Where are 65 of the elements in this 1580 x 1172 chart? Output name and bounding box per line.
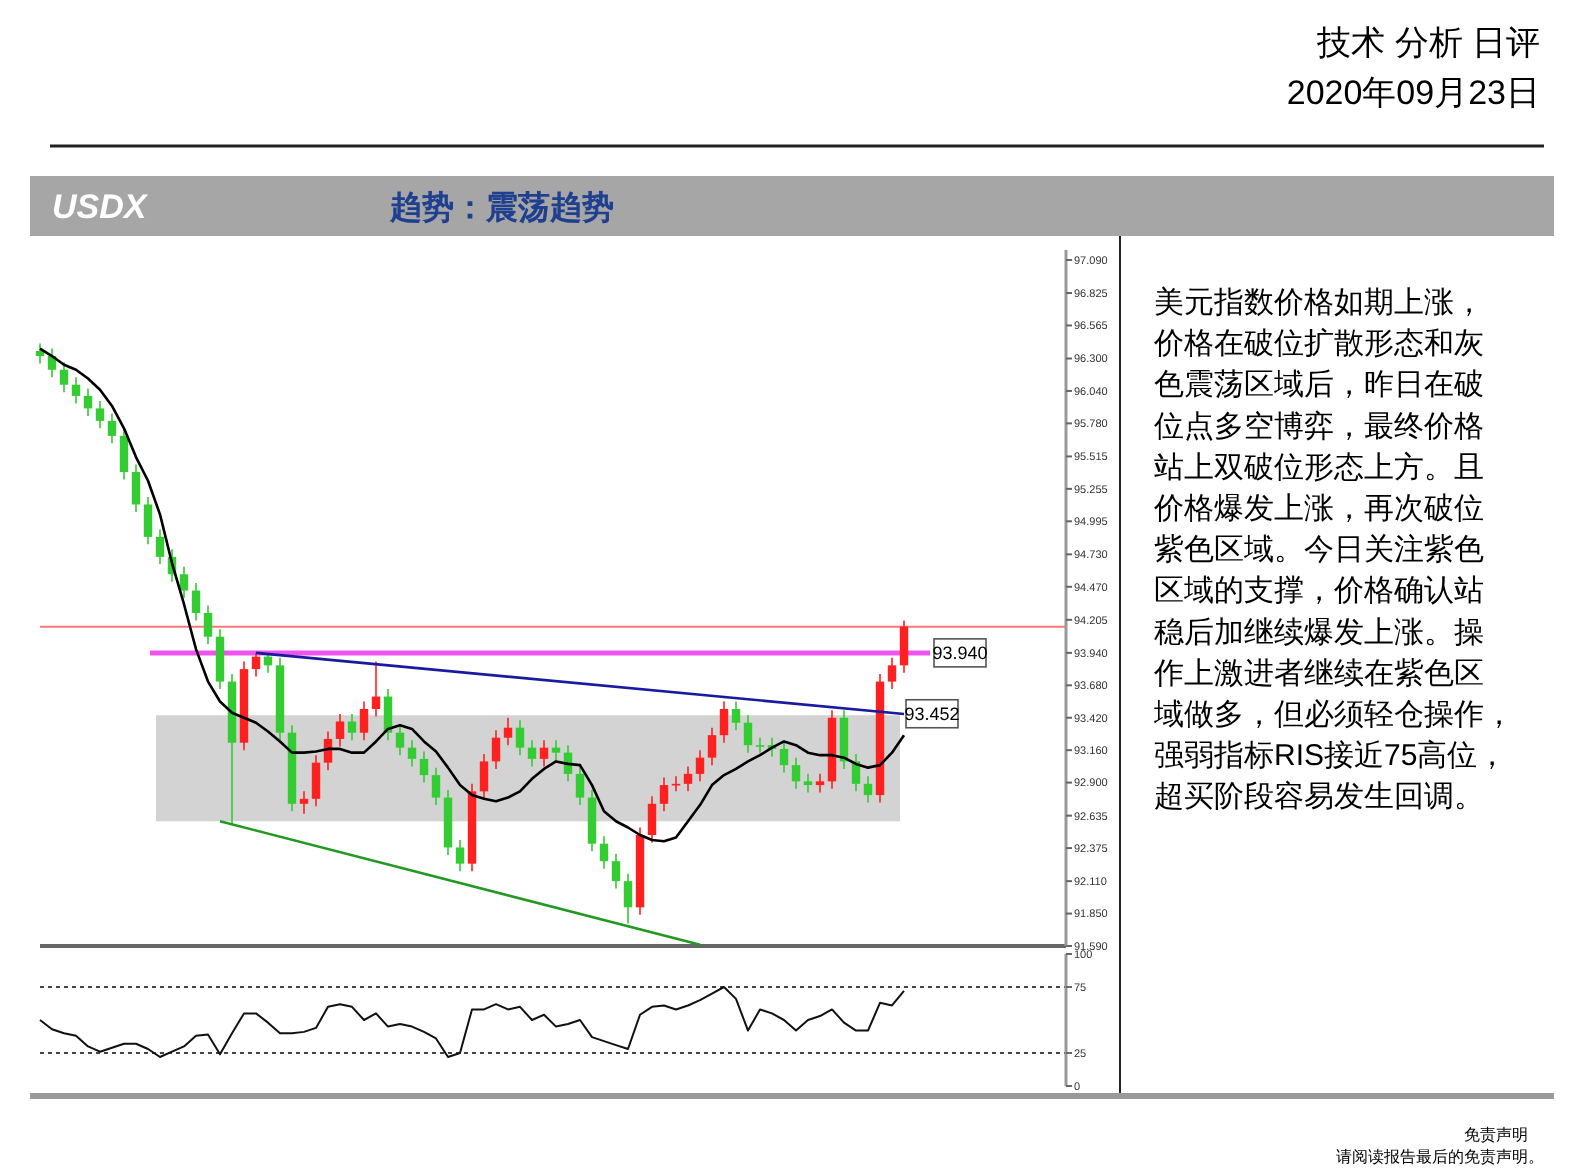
candlestick	[143, 496, 153, 546]
candlestick	[815, 773, 825, 794]
candlestick	[599, 835, 609, 870]
candlestick	[395, 724, 405, 756]
candlestick	[659, 776, 669, 813]
candlestick	[755, 736, 765, 754]
candlestick	[71, 376, 81, 405]
chart-subtitle: 趋势：震荡趋势	[388, 190, 614, 226]
candlestick	[107, 412, 117, 445]
candlestick	[731, 700, 741, 732]
text: 技术 分析 日评	[1315, 24, 1540, 62]
candlestick	[863, 775, 873, 804]
text: 美元指数价格如期上涨，价格在破位扩散形态和灰色震荡区域后，昨日在破位点多空博弈，最终价格站上双破位形态上方。且价格爆发上涨，再次破位紫色区域。今日关注紫色区域的支撑，价格确认站稳后加继续爆发上涨。操作上激进者继续在紫色区域做多，但必须轻仓操作，强弱指标RIS接近75高位，超买阶段容易发生回调。	[1154, 286, 1514, 815]
candlestick	[695, 749, 705, 783]
candlestick	[35, 342, 45, 365]
line-series	[39, 986, 905, 1058]
candlestick	[503, 716, 513, 746]
line-series	[38, 347, 906, 843]
candlestick	[551, 739, 561, 761]
candlestick	[587, 789, 597, 852]
candlestick	[515, 719, 525, 756]
candlestick	[95, 400, 105, 430]
candlestick	[131, 463, 141, 513]
candlestick	[491, 729, 501, 770]
candlestick	[779, 740, 789, 774]
candlestick	[719, 700, 729, 744]
candlestick	[203, 604, 213, 645]
candlestick	[455, 839, 465, 872]
candlestick	[251, 652, 261, 678]
candlestick	[407, 739, 417, 768]
candlestick	[539, 739, 549, 768]
candlestick	[179, 566, 189, 599]
candlestick	[431, 766, 441, 806]
candlestick	[803, 773, 813, 794]
candlestick	[887, 657, 897, 690]
candlestick	[611, 852, 621, 890]
candlestick	[683, 765, 693, 793]
candlestick	[647, 795, 657, 844]
candlestick	[83, 387, 93, 417]
text: 2020年09月23日	[1286, 74, 1540, 112]
text: 免责声明	[1464, 1126, 1528, 1144]
candlestick	[59, 361, 69, 393]
candlestick	[311, 754, 321, 808]
candlestick	[335, 713, 345, 748]
candlestick	[119, 427, 129, 481]
candlestick	[791, 756, 801, 790]
candlestick	[623, 872, 633, 925]
candlestick	[347, 713, 357, 741]
candlestick	[575, 765, 585, 806]
chart-title: USDX	[52, 188, 150, 226]
candlestick	[743, 714, 753, 754]
candlestick	[527, 739, 537, 768]
annotation: 93.452	[904, 704, 960, 725]
candlestick	[419, 750, 429, 784]
candlestick	[371, 660, 381, 718]
candlestick	[707, 726, 717, 766]
candlestick	[299, 790, 309, 815]
candlestick	[155, 528, 165, 566]
candlestick	[191, 582, 201, 622]
text: 请阅读报告最后的免责声明。	[1336, 1148, 1544, 1166]
candlestick	[479, 753, 489, 800]
candlestick	[899, 619, 909, 674]
ref-line-label: 93.940	[932, 643, 988, 664]
candlestick	[215, 628, 225, 690]
candlestick	[359, 700, 369, 741]
